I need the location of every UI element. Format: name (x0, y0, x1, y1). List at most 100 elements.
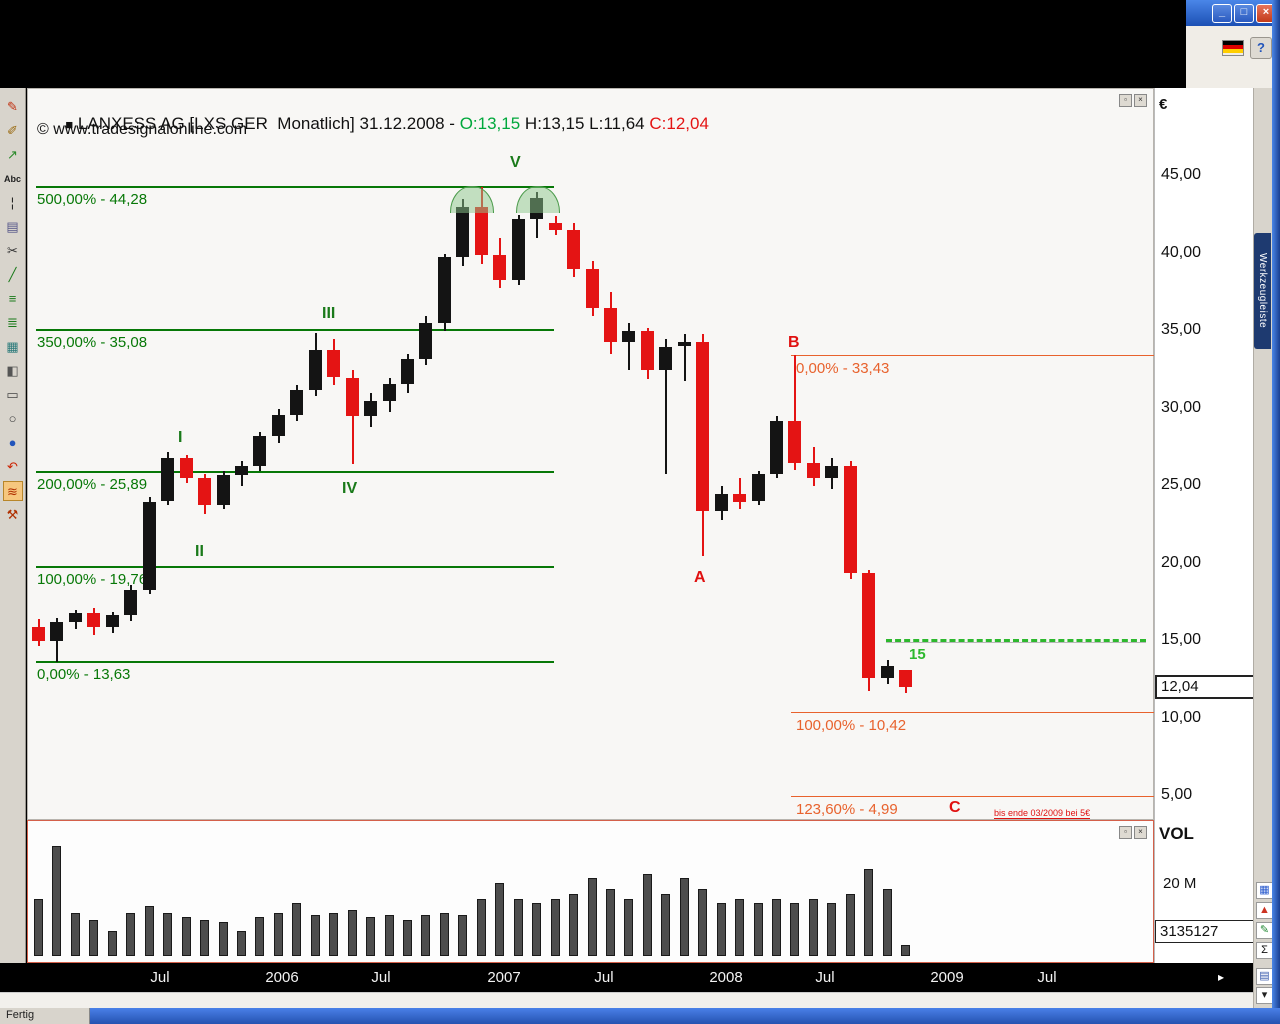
candle-body (308, 349, 322, 390)
panel-close-icon[interactable]: × (1134, 94, 1147, 107)
fibonacci-level-label: 500,00% - 44,28 (37, 191, 148, 209)
price-tick-label: 35,00 (1161, 321, 1202, 338)
candle-body (345, 377, 359, 417)
volume-bar (901, 945, 911, 956)
tool-trendline-icon[interactable]: ╱ (8, 267, 17, 282)
fibonacci-level-label: 0,00% - 13,63 (37, 666, 131, 684)
fibonacci-level-line[interactable] (36, 471, 554, 474)
currency-label: € (1159, 96, 1168, 113)
volume-bar (845, 894, 855, 956)
sidebar-chart-icon[interactable]: ▲ (1256, 902, 1273, 919)
volume-bar (163, 913, 173, 956)
tool-cursor-icon[interactable]: ¦ (10, 195, 15, 210)
maximize-button[interactable]: □ (1234, 3, 1254, 23)
sidebar-formula-icon[interactable]: Σ (1256, 942, 1273, 959)
annotation-text: bis ende 03/2009 bei 5€ (994, 808, 1091, 819)
help-icon[interactable]: ? (1250, 37, 1272, 59)
tool-horizontal-lines-icon[interactable]: ≡ (8, 291, 17, 306)
status-bar: Fertig (0, 1008, 1280, 1024)
tool-marker-icon[interactable]: ✐ (7, 123, 18, 138)
fibonacci-level-line[interactable] (791, 355, 1155, 357)
candle-body (899, 669, 913, 687)
volume-bar (218, 922, 228, 956)
tool-scissors-icon[interactable]: ✂ (7, 243, 18, 258)
werkzeugleiste-tab[interactable]: Werkzeugleiste (1254, 233, 1271, 349)
volume-bar (70, 913, 80, 956)
volume-bar (384, 915, 394, 956)
candle-body (364, 400, 378, 417)
copyright-text: © www.tradesignalonline.com (37, 121, 248, 138)
tool-text-icon[interactable]: Abc (3, 174, 21, 184)
fibonacci-level-label: 0,00% - 33,43 (796, 360, 890, 378)
price-tick-label: 5,00 (1161, 786, 1193, 803)
tool-stamp-icon[interactable]: ▤ (6, 219, 19, 234)
axis-scroll-arrow-icon[interactable]: ▸ (1218, 970, 1225, 984)
legend-close-value: C:12,04 (649, 114, 709, 133)
volume-bar (52, 846, 62, 956)
candle-body (290, 389, 304, 415)
candle-wick (628, 323, 631, 370)
tool-shape-half-icon[interactable]: ◧ (6, 363, 19, 378)
candle-body (862, 572, 876, 679)
volume-bar (403, 920, 412, 956)
time-tick-label: Jul (815, 969, 835, 986)
fibonacci-level-line[interactable] (36, 566, 554, 569)
candle-body (511, 219, 525, 280)
corner-pages-icon[interactable]: ▤ (1256, 968, 1273, 985)
volume-bar (716, 903, 726, 956)
volume-bar (458, 915, 468, 956)
panel-restore-icon[interactable]: ▫ (1119, 826, 1132, 839)
time-tick-label: 2006 (265, 969, 299, 986)
candle-body (50, 622, 64, 641)
price-chart-panel[interactable]: 500,00% - 44,28 350,00% - 35,08 200,00% - … (27, 88, 1155, 820)
tool-tools-icon[interactable]: ⚒ (6, 507, 19, 522)
tool-pencil-icon[interactable]: ✎ (7, 99, 18, 114)
volume-bar (532, 903, 542, 956)
legend-high-low-values: H:13,15 L:11,64 (520, 114, 650, 133)
time-axis[interactable]: ▸ Jul 2006 Jul 2007 Jul 2008 Jul 2009 Jul (0, 963, 1253, 992)
tool-arrow-icon[interactable]: ↗ (7, 147, 18, 162)
price-tick-label: 45,00 (1161, 166, 1202, 183)
candle-body (161, 458, 175, 502)
fibonacci-level-line[interactable] (36, 186, 554, 189)
tool-circle-icon[interactable]: ● (8, 435, 17, 450)
fibonacci-level-line[interactable] (36, 661, 554, 664)
fibonacci-level-line[interactable] (36, 328, 554, 331)
tool-undo-icon[interactable]: ↶ (7, 459, 18, 474)
volume-bar (661, 894, 671, 956)
fibonacci-level-label: 123,60% - 4,99 (796, 801, 898, 819)
tool-rectangle-icon[interactable]: ▭ (6, 387, 19, 402)
fibonacci-level-label: 350,00% - 35,08 (37, 333, 148, 351)
tool-parallel-lines-icon[interactable]: ≣ (7, 315, 18, 330)
candle-body (622, 331, 636, 342)
horizontal-scrollbar[interactable] (0, 992, 1253, 1008)
sidebar-editor-icon[interactable]: ✎ (1256, 922, 1273, 939)
tool-fibonacci-icon[interactable]: ≋ (2, 481, 23, 501)
volume-bar (181, 917, 191, 956)
candle-body (825, 465, 839, 479)
minimize-button[interactable]: _ (1212, 3, 1232, 23)
fibonacci-level-label: 100,00% - 10,42 (796, 716, 907, 734)
corner-scroll-down-icon[interactable]: ▾ (1256, 987, 1273, 1004)
candle-body (216, 475, 230, 505)
tool-ellipse-icon[interactable]: ○ (8, 411, 17, 426)
target-price-line[interactable] (886, 639, 1146, 643)
panel-restore-icon[interactable]: ▫ (1119, 94, 1132, 107)
candle-body (493, 255, 507, 280)
volume-bar (624, 899, 634, 956)
sidebar-workspace-icon[interactable]: ▦ (1256, 882, 1273, 899)
price-axis[interactable]: € VOL 20 M 45,00 40,00 35,00 30,00 25,00 20,0… (1154, 88, 1253, 963)
volume-bar (126, 913, 136, 956)
volume-panel[interactable]: ▫ × (27, 820, 1154, 963)
double-top-arc (516, 185, 561, 213)
fibonacci-level-line[interactable] (791, 796, 1155, 798)
abc-wave-label: A (694, 569, 706, 586)
volume-axis-tick: 20 M (1163, 875, 1197, 892)
chart-canvas: 500,00% - 44,28 350,00% - 35,08 200,00% - … (28, 89, 1155, 819)
candle-body (234, 465, 248, 476)
panel-close-icon[interactable]: × (1134, 826, 1147, 839)
volume-bar (89, 920, 99, 956)
fibonacci-level-line[interactable] (791, 711, 1155, 713)
tool-grid-icon[interactable]: ▦ (6, 339, 19, 354)
